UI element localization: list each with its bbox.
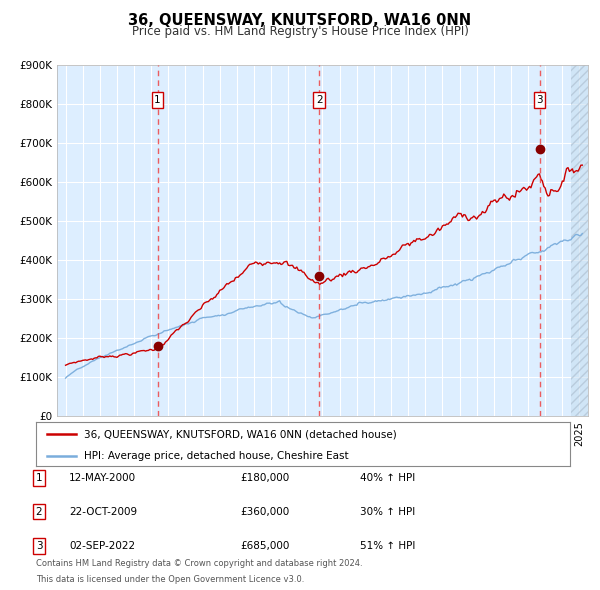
Text: 12-MAY-2000: 12-MAY-2000 (69, 473, 136, 483)
Text: 1: 1 (154, 95, 161, 105)
Text: 51% ↑ HPI: 51% ↑ HPI (360, 541, 415, 550)
Text: 22-OCT-2009: 22-OCT-2009 (69, 507, 137, 516)
Text: Contains HM Land Registry data © Crown copyright and database right 2024.: Contains HM Land Registry data © Crown c… (36, 559, 362, 568)
Text: 1: 1 (35, 473, 43, 483)
Text: 40% ↑ HPI: 40% ↑ HPI (360, 473, 415, 483)
Text: £180,000: £180,000 (240, 473, 289, 483)
Text: £360,000: £360,000 (240, 507, 289, 516)
Text: 36, QUEENSWAY, KNUTSFORD, WA16 0NN (detached house): 36, QUEENSWAY, KNUTSFORD, WA16 0NN (deta… (84, 430, 397, 439)
Text: 2: 2 (316, 95, 323, 105)
Text: 3: 3 (35, 541, 43, 550)
Text: £685,000: £685,000 (240, 541, 289, 550)
Polygon shape (571, 65, 588, 416)
Text: 02-SEP-2022: 02-SEP-2022 (69, 541, 135, 550)
Text: This data is licensed under the Open Government Licence v3.0.: This data is licensed under the Open Gov… (36, 575, 304, 584)
Text: 30% ↑ HPI: 30% ↑ HPI (360, 507, 415, 516)
Text: HPI: Average price, detached house, Cheshire East: HPI: Average price, detached house, Ches… (84, 451, 349, 461)
Text: 2: 2 (35, 507, 43, 516)
Text: 3: 3 (536, 95, 543, 105)
Text: Price paid vs. HM Land Registry's House Price Index (HPI): Price paid vs. HM Land Registry's House … (131, 25, 469, 38)
Text: 36, QUEENSWAY, KNUTSFORD, WA16 0NN: 36, QUEENSWAY, KNUTSFORD, WA16 0NN (128, 13, 472, 28)
